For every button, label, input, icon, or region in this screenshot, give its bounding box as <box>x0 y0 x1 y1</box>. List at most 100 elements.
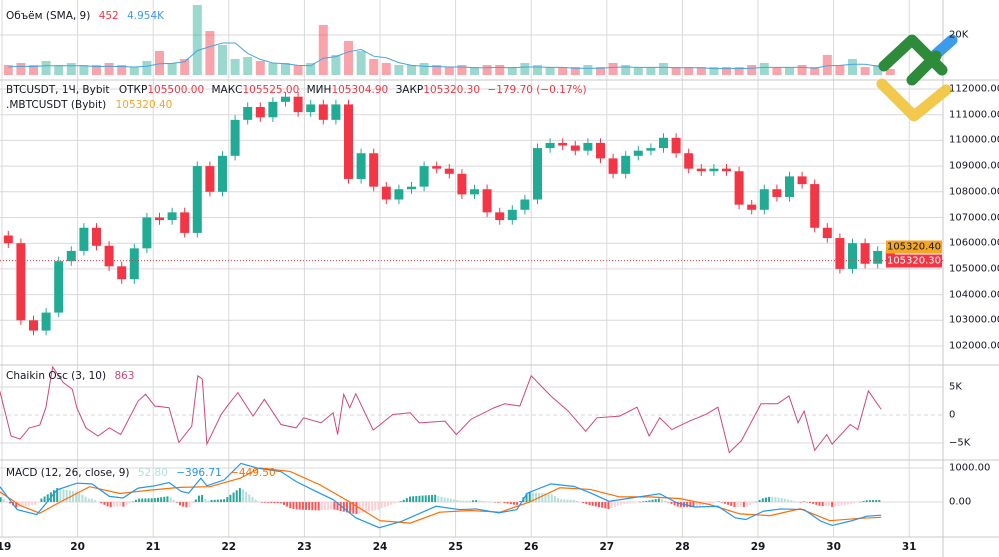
low-value: 105304.90 <box>331 84 389 96</box>
macd-histogram-bar <box>720 502 723 503</box>
volume-bar <box>885 69 895 75</box>
volume-bar <box>369 59 379 75</box>
macd-histogram-bar <box>412 496 415 502</box>
candle-body <box>709 168 719 172</box>
macd-histogram-bar <box>282 502 285 505</box>
macd-histogram-bar <box>746 502 749 507</box>
macd-histogram-bar <box>292 502 295 509</box>
macd-histogram-bar <box>815 502 818 505</box>
macd-histogram-bar <box>560 499 563 502</box>
macd-histogram-bar <box>742 502 745 508</box>
candle-body <box>16 243 26 321</box>
volume-value: 452 <box>98 10 119 22</box>
macd-histogram-bar <box>786 499 789 502</box>
mark-value: 105320.40 <box>115 99 173 111</box>
macd-histogram-bar <box>415 496 418 502</box>
macd-histogram-bar <box>21 502 24 507</box>
candle-body <box>381 186 391 200</box>
macd-histogram-bar <box>872 500 875 502</box>
candle-body <box>558 142 568 146</box>
volume-bar <box>180 59 190 75</box>
volume-bar <box>621 65 631 75</box>
volume-bar <box>407 65 416 75</box>
macd-histogram-bar <box>87 498 90 502</box>
candle-body <box>822 227 832 239</box>
symbol-title[interactable]: BTCUSDT, 1Ч, Bybit <box>6 84 110 96</box>
volume-bar <box>444 67 454 75</box>
macd-histogram-bar <box>147 498 150 502</box>
candle-body <box>155 217 164 221</box>
macd-histogram-bar <box>156 497 159 502</box>
logo-green-stroke <box>906 50 942 86</box>
high-value: 105525.00 <box>242 84 300 96</box>
mark-price-tag: 105320.40 <box>886 240 942 254</box>
macd-histogram-bar <box>736 502 739 508</box>
volume-bar <box>104 63 114 75</box>
macd-histogram-bar <box>824 502 827 506</box>
candle-body <box>41 312 51 331</box>
chaikin-line <box>0 365 882 454</box>
macd-histogram-bar <box>711 502 714 504</box>
macd-histogram-bar <box>119 502 122 507</box>
time-axis-label: 28 <box>675 541 690 553</box>
macd-histogram-bar <box>93 500 96 502</box>
mark-symbol[interactable]: .MBTCUSDT (Bybit) <box>6 99 107 111</box>
macd-histogram-bar <box>396 502 399 503</box>
time-axis-label: 27 <box>599 541 615 553</box>
macd-histogram-bar <box>286 502 289 507</box>
volume-bar <box>331 55 341 75</box>
chaikin-axis-label: 0 <box>949 409 956 421</box>
candle-body <box>117 266 127 280</box>
macd-histogram-bar <box>219 499 222 502</box>
macd-histogram-bar <box>503 502 506 504</box>
macd-histogram-bar <box>342 502 345 512</box>
macd-histogram-bar <box>799 502 802 503</box>
volume-bar <box>570 67 580 75</box>
macd-histogram-bar <box>30 502 33 506</box>
macd-histogram-bar <box>475 500 478 502</box>
candle-body <box>621 155 631 174</box>
price-axis-label: 105000.00 <box>949 263 999 275</box>
macd-histogram-bar <box>468 500 471 502</box>
macd-histogram-bar <box>424 495 427 502</box>
macd-histogram-bar <box>585 502 588 505</box>
macd-histogram-bar <box>601 502 604 508</box>
macd-histogram-bar <box>673 502 676 506</box>
macd-histogram-bar <box>670 502 673 504</box>
candle-body <box>785 176 794 197</box>
macd-histogram-bar <box>610 502 613 509</box>
macd-histogram-bar <box>579 501 582 503</box>
macd-histogram-bar <box>878 499 881 502</box>
chaikin-legend: Chaikin Osc (3, 10) 863 <box>6 370 134 383</box>
close-label: ЗАКР <box>395 84 424 96</box>
volume-bar <box>41 61 51 75</box>
macd-histogram-bar <box>279 502 282 504</box>
macd-histogram-bar <box>717 501 720 502</box>
candle-body <box>129 248 139 280</box>
macd-histogram-bar <box>235 490 238 502</box>
macd-axis-label: 0.00 <box>949 496 972 508</box>
macd-histogram-bar <box>497 502 500 503</box>
macd-histogram-bar <box>248 494 251 502</box>
macd-histogram-bar <box>755 501 758 503</box>
candle-body <box>633 150 643 156</box>
candle-body <box>419 166 429 187</box>
macd-histogram-bar <box>377 502 380 510</box>
macd-axis-label: 1000.00 <box>949 462 991 474</box>
candle-body <box>747 204 757 210</box>
time-axis-label: 26 <box>523 541 539 553</box>
macd-histogram-bar <box>805 502 808 503</box>
volume-bar <box>848 59 857 75</box>
macd-histogram-bar <box>865 500 868 502</box>
time-axis-label: 23 <box>297 541 312 553</box>
macd-histogram-bar <box>53 490 56 502</box>
macd-histogram-bar <box>405 498 408 502</box>
macd-histogram-bar <box>516 502 519 505</box>
macd-histogram-bar <box>232 492 235 502</box>
candle-body <box>344 104 353 179</box>
volume-bar <box>646 67 656 75</box>
macd-histogram-bar <box>56 488 59 502</box>
macd-histogram-bar <box>201 494 204 502</box>
volume-bar <box>684 67 694 75</box>
